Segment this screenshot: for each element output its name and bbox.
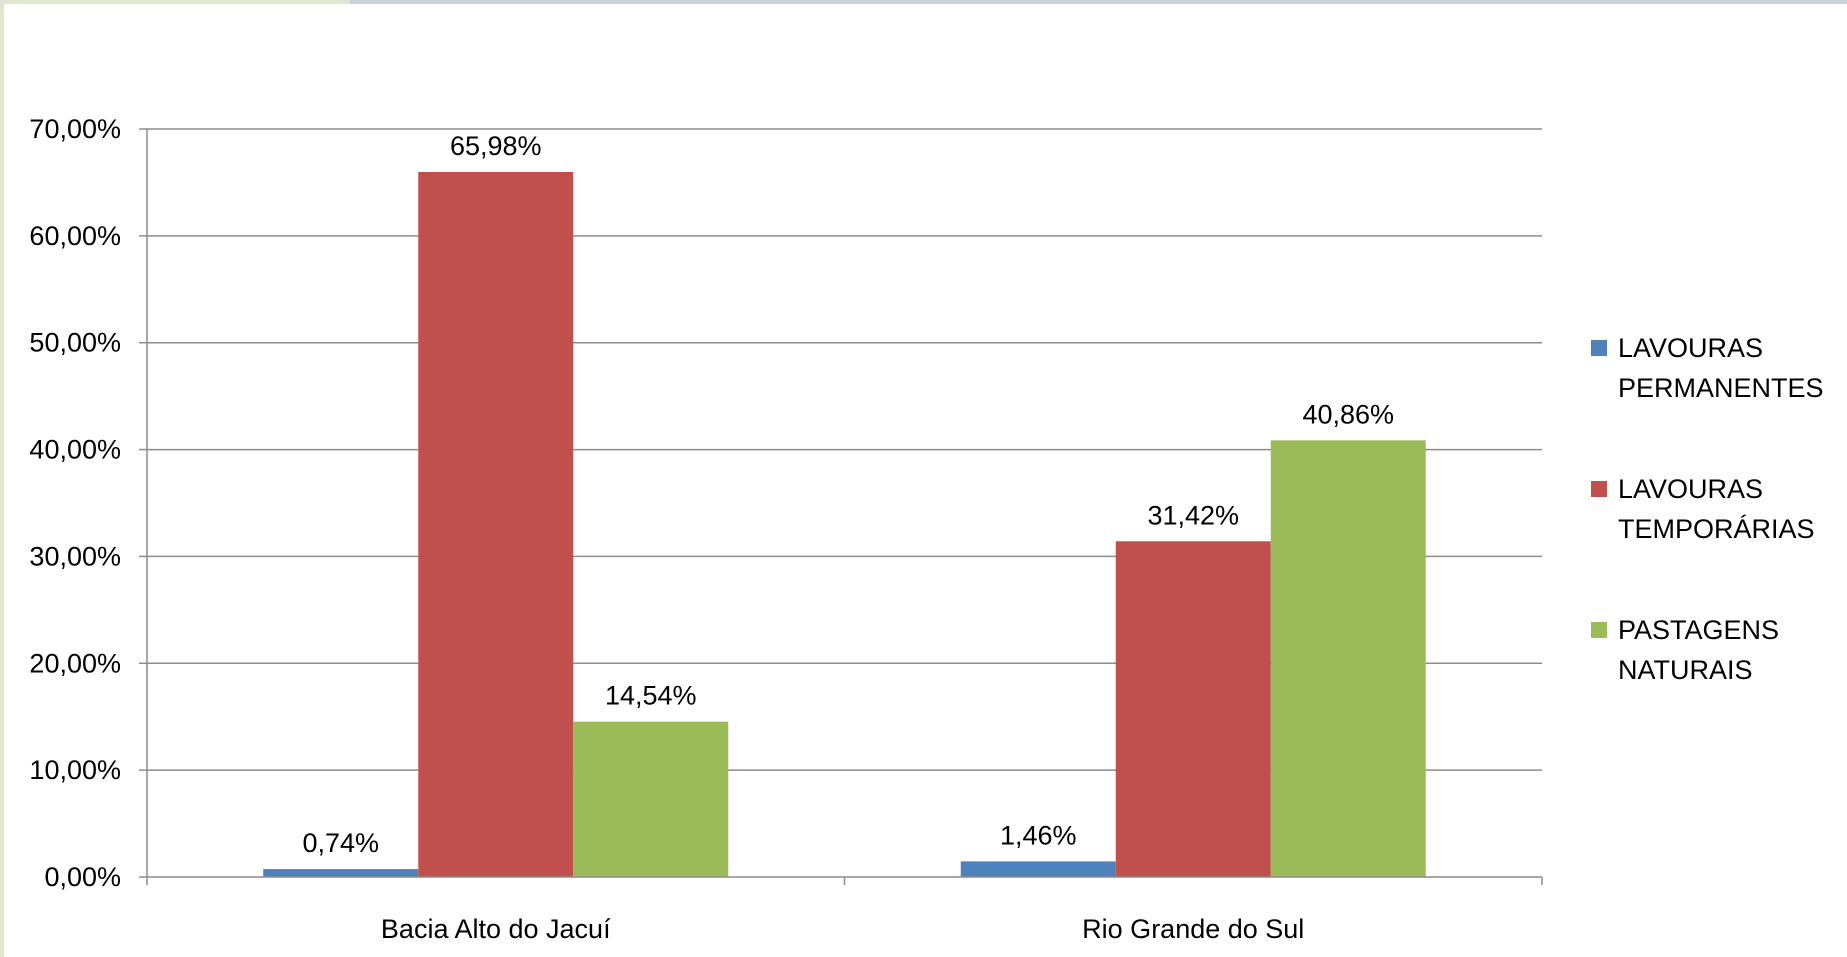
data-label: 1,46%	[1000, 820, 1077, 850]
x-category-label: Bacia Alto do Jacuí	[381, 914, 611, 944]
legend: LAVOURAS PERMANENTES LAVOURAS TEMPORÁRIAS PA…	[1591, 333, 1824, 685]
bar	[573, 721, 729, 877]
y-tick-label: 20,00%	[29, 648, 121, 678]
bar	[263, 869, 419, 877]
window-top-strip	[350, 0, 1847, 4]
gridlines	[147, 128, 1542, 771]
data-labels: 0,74% 65,98% 14,54% 1,46% 31,42% 40,86%	[302, 131, 1394, 858]
y-tick-label: 60,00%	[29, 221, 121, 251]
y-tick-label: 50,00%	[29, 328, 121, 358]
bar	[1115, 541, 1271, 877]
data-label: 31,42%	[1147, 500, 1239, 530]
y-tick-label: 0,00%	[44, 862, 121, 892]
y-tick-label: 10,00%	[29, 755, 121, 785]
legend-label: TEMPORÁRIAS	[1618, 514, 1815, 544]
legend-label: LAVOURAS	[1618, 474, 1763, 504]
y-axis-tick-labels: 0,00% 10,00% 20,00% 30,00% 40,00% 50,00% 60,00…	[29, 114, 121, 892]
y-tick-label: 40,00%	[29, 435, 121, 465]
data-label: 40,86%	[1302, 399, 1394, 429]
bar	[418, 171, 574, 878]
legend-swatch	[1591, 481, 1607, 497]
y-tick-label: 70,00%	[29, 114, 121, 144]
legend-label: NATURAIS	[1618, 655, 1753, 685]
data-label: 0,74%	[302, 828, 379, 858]
legend-label: LAVOURAS	[1618, 333, 1763, 363]
bar	[1270, 440, 1426, 877]
bars	[263, 171, 1426, 878]
data-label: 14,54%	[605, 681, 697, 711]
legend-swatch	[1591, 340, 1607, 356]
bar	[960, 861, 1116, 877]
axes	[139, 128, 1543, 885]
x-category-label: Rio Grande do Sul	[1082, 914, 1304, 944]
legend-label: PASTAGENS	[1618, 615, 1779, 645]
y-tick-label: 30,00%	[29, 541, 121, 571]
x-axis-category-labels: Bacia Alto do Jacuí Rio Grande do Sul	[381, 914, 1304, 944]
legend-label: PERMANENTES	[1618, 373, 1824, 403]
legend-swatch	[1591, 622, 1607, 638]
data-label: 65,98%	[450, 131, 542, 161]
